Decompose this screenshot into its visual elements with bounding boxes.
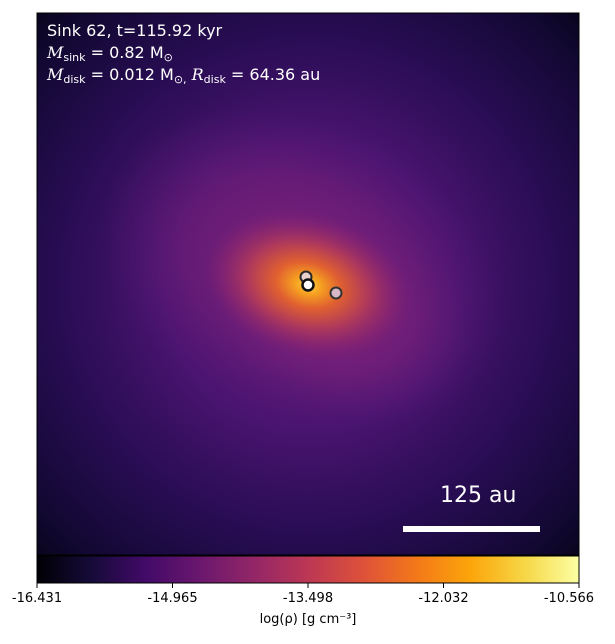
sink-primary-marker (301, 278, 315, 292)
rdisk-sub: disk (203, 73, 226, 86)
colorbar-label: log(ρ) [g cm⁻³] (259, 612, 357, 627)
colorbar-tick-0: -16.431 (11, 591, 63, 606)
mdisk-sub: disk (63, 73, 86, 86)
msink-sub: sink (63, 51, 86, 64)
rdisk-value: = 64.36 au (225, 65, 321, 84)
sink-id-time: Sink 62, t=115.92 kyr (47, 21, 223, 40)
mdisk-unit: ⊙, (173, 73, 187, 86)
colorbar-ticks (36, 583, 580, 588)
scale-bar-label: 125 au (440, 483, 517, 508)
rdisk-symbol: R (191, 65, 204, 84)
colorbar-tick-1: -14.965 (147, 591, 198, 606)
scale-bar (403, 526, 540, 532)
disk-props-label: Mdisk = 0.012 M⊙, Rdisk = 64.36 au (47, 64, 320, 91)
colorbar (36, 555, 580, 584)
mdisk-symbol: M (47, 65, 64, 84)
colorbar-tick-3: -12.032 (418, 591, 469, 606)
colorbar-tick-2: -13.498 (282, 591, 334, 606)
msink-symbol: M (47, 43, 64, 62)
sink-mass-label: Msink = 0.82 M⊙ (47, 42, 173, 69)
msink-unit: ⊙ (163, 51, 173, 64)
colorbar-tick-4: -10.566 (543, 591, 595, 606)
sink-companion-east-marker (329, 286, 343, 300)
plot-frame (36, 12, 580, 556)
density-map (37, 13, 579, 555)
mdisk-value: = 0.012 M (85, 65, 174, 84)
msink-value: = 0.82 M (85, 43, 164, 62)
